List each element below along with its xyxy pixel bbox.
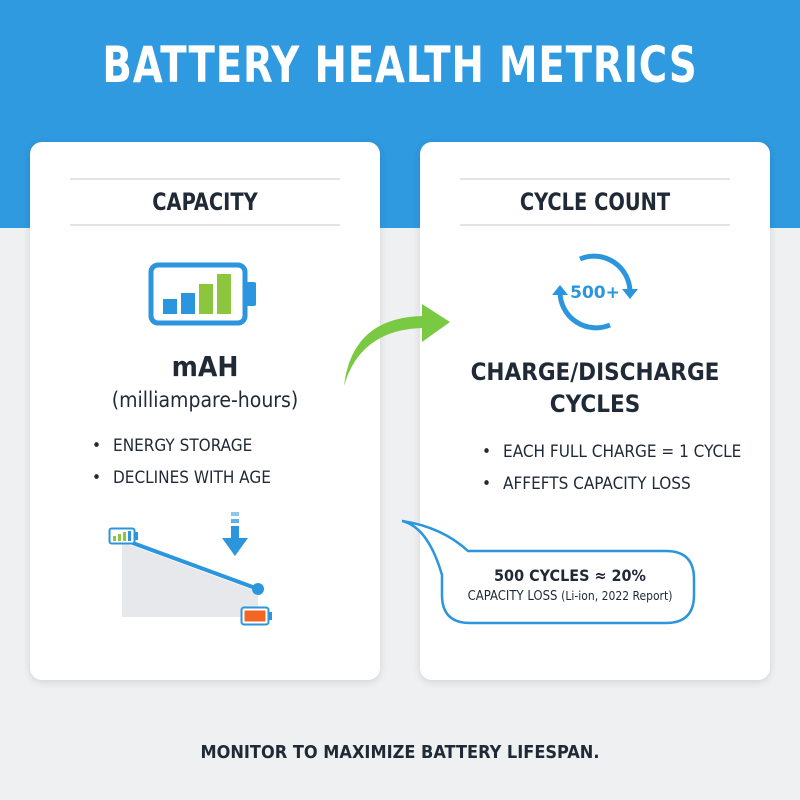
callout-line2-main: CAPACITY LOSS [467, 589, 558, 604]
bullet-item: DECLINES WITH AGE [92, 468, 271, 488]
battery-icon [148, 262, 256, 326]
card-divider [70, 178, 340, 180]
small-battery-icon [108, 527, 138, 545]
capacity-card: CAPACITY mAH (milliampare-hours) ENERGY … [30, 142, 380, 680]
cycle-bullets: EACH FULL CHARGE = 1 CYCLE AFFEFTS CAPAC… [482, 442, 741, 506]
cycle-badge: 500+ [570, 283, 620, 303]
curved-arrow-icon [344, 304, 450, 386]
callout-line1: 500 CYCLES ≈ 20% [494, 566, 646, 585]
card-divider [460, 178, 730, 180]
callout-bubble [401, 519, 696, 625]
callout-text: 500 CYCLES ≈ 20% CAPACITY LOSS (Li-ion, … [455, 566, 685, 604]
capacity-unit: mAH [171, 350, 239, 383]
bullet-item: ENERGY STORAGE [92, 436, 271, 456]
cycle-count-heading: CYCLE COUNT [519, 188, 671, 216]
capacity-bullets: ENERGY STORAGE DECLINES WITH AGE [92, 436, 271, 500]
capacity-decline-graphic [121, 537, 264, 617]
cycles-title-line2: CYCLES [549, 390, 641, 418]
small-battery-icon [240, 606, 272, 626]
card-divider [460, 224, 730, 226]
cycle-arrows-icon: 500+ [552, 253, 638, 331]
bullet-item: AFFEFTS CAPACITY LOSS [482, 474, 741, 494]
bullet-item: EACH FULL CHARGE = 1 CYCLE [482, 442, 741, 462]
capacity-heading: CAPACITY [152, 188, 258, 216]
capacity-unit-long: (milliampare-hours) [111, 388, 299, 412]
down-arrow-icon [222, 512, 248, 556]
callout-line2: CAPACITY LOSS (Li-ion, 2022 Report) [455, 589, 685, 604]
cycles-title-line1: CHARGE/DISCHARGE [470, 358, 720, 386]
page-title: BATTERY HEALTH METRICS [102, 36, 698, 94]
footer-text: MONITOR TO MAXIMIZE BATTERY LIFESPAN. [200, 742, 600, 763]
callout-note: (Li-ion, 2022 Report) [561, 589, 673, 603]
card-divider [70, 224, 340, 226]
